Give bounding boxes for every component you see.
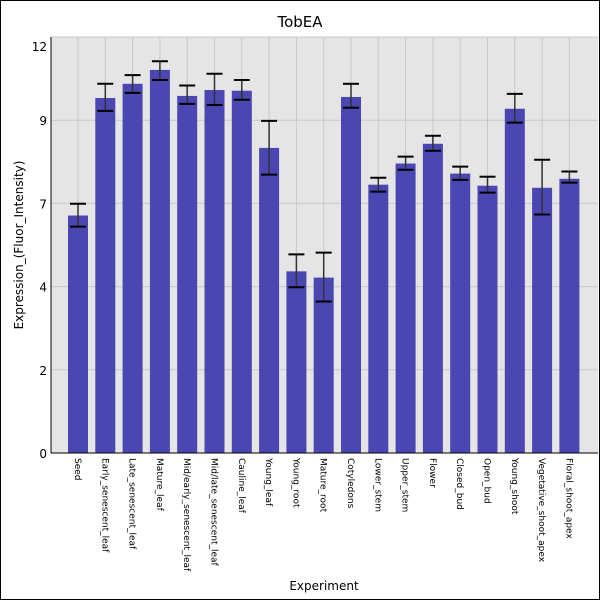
bar: [395, 163, 416, 454]
bar: [231, 90, 252, 453]
x-tick-label: Late_senescent_leaf: [127, 458, 137, 550]
x-tick-label: Young_root: [290, 457, 300, 508]
bar: [204, 90, 225, 453]
bar: [368, 184, 389, 453]
x-tick-label: Mid/late_senescent_leaf: [209, 458, 219, 567]
y-tick-label: 12: [32, 40, 47, 54]
bar: [504, 108, 525, 453]
bar: [341, 96, 361, 454]
bar: [259, 147, 280, 453]
bar: [177, 95, 198, 453]
y-axis-label: Expression_(Fluor_Intensity): [12, 161, 26, 330]
y-tick-label: 9: [39, 114, 47, 128]
bar: [477, 185, 498, 453]
x-tick-label: Cotyledons: [345, 458, 355, 509]
x-tick-label: Upper_stem: [400, 458, 410, 512]
x-tick-label: Open_bud: [482, 458, 492, 504]
x-tick-label: Young_leaf: [263, 457, 273, 507]
bar: [122, 83, 143, 454]
x-tick-label: Floral_shoot_apex: [563, 458, 573, 539]
bar: [95, 98, 116, 453]
bar: [286, 271, 307, 453]
bar: [149, 69, 170, 453]
y-tick-label: 0: [39, 447, 47, 461]
y-tick-label: 4: [39, 281, 47, 295]
bar: [313, 277, 334, 453]
x-tick-label: Cauline_leaf: [236, 458, 246, 514]
bar: [450, 173, 471, 453]
x-tick-label: Flower: [427, 458, 437, 488]
x-tick-label: Mid/early_senescent_leaf: [181, 458, 191, 572]
x-tick-label: Seed: [72, 458, 82, 481]
chart-title: TobEA: [276, 13, 323, 31]
x-tick-label: Closed_bud: [454, 458, 464, 510]
x-axis-label: Experiment: [289, 579, 359, 593]
axes: 0 2 4 7 9 12 Seed Early_senescent_leaf Late_sene…: [32, 37, 598, 572]
bar: [532, 187, 553, 454]
x-tick-label: Mature_root: [318, 458, 328, 513]
bar: [422, 143, 443, 454]
y-tick-label: 2: [39, 364, 47, 378]
y-tick-label: 7: [39, 197, 47, 211]
x-tick-label: Mature_leaf: [154, 458, 164, 512]
bar: [68, 215, 88, 453]
bars: [68, 60, 580, 454]
x-tick-label: Vegetative_shoot_apex: [536, 458, 546, 563]
x-tick-label: Lower_stem: [372, 458, 382, 512]
bar: [559, 178, 580, 453]
x-tick-label: Early_senescent_leaf: [99, 458, 109, 553]
x-tick-label: Young_shoot: [509, 457, 519, 515]
